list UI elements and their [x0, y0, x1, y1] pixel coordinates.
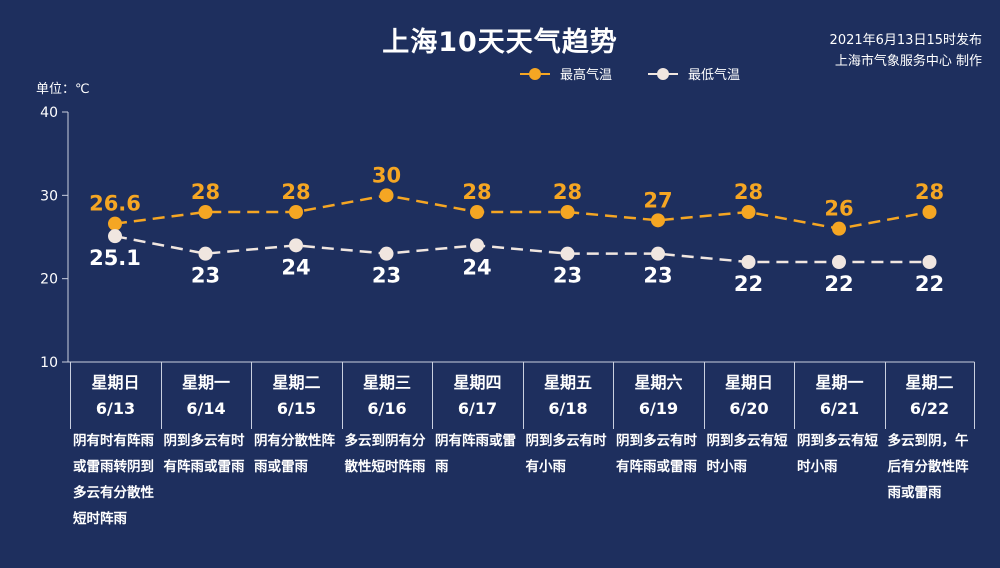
- date-label: 6/14: [186, 399, 226, 418]
- weather-description: 多云到阴有分散性短时阵雨: [344, 433, 426, 475]
- data-label: 30: [372, 163, 401, 187]
- day-header: 星期五 6/18: [522, 362, 613, 429]
- data-point: [198, 205, 213, 219]
- day-header: 星期日 6/20: [703, 362, 794, 429]
- weekday-label: 星期一: [181, 373, 230, 392]
- data-label: 24: [462, 255, 491, 279]
- weekday-label: 星期日: [91, 373, 140, 392]
- data-point: [560, 205, 575, 219]
- data-point: [651, 213, 665, 228]
- series-line-low: [114, 234, 930, 264]
- date-label: 6/13: [95, 399, 136, 418]
- data-label: 23: [372, 264, 401, 288]
- data-point: [741, 255, 756, 269]
- publish-info: 2021年6月13日15时发布 上海市气象服务中心 制作: [830, 30, 982, 72]
- chart-title: 上海10天天气趋势: [382, 27, 618, 58]
- weekday-label: 星期二: [905, 373, 954, 392]
- day-header: 星期日 6/13: [70, 362, 160, 429]
- date-label: 6/21: [819, 399, 860, 418]
- y-tick-label: 30: [40, 188, 58, 204]
- data-label: 28: [281, 180, 310, 204]
- data-point: [832, 221, 846, 236]
- weather-description: 多云到阴，午后有分散性阵雨或雷雨: [887, 433, 969, 501]
- data-label: 25.1: [89, 246, 141, 270]
- data-point: [560, 246, 575, 261]
- legend-item-high: 最高气温: [520, 64, 612, 83]
- data-point: [832, 255, 846, 269]
- date-label: 6/18: [548, 399, 588, 418]
- weather-description: 阴到多云有时有阵雨或雷雨: [616, 433, 697, 475]
- weather-description: 阴到多云有时有阵雨或雷雨: [163, 433, 245, 475]
- data-label: 27: [643, 188, 672, 212]
- data-point: [651, 246, 665, 261]
- y-tick-label: 40: [40, 105, 58, 121]
- weekday-label: 星期二: [272, 373, 321, 392]
- date-label: 6/20: [729, 399, 769, 418]
- legend-marker-high: [520, 67, 550, 80]
- weekday-label: 星期六: [634, 373, 683, 392]
- weather-description: 阴到多云有短时小雨: [706, 433, 788, 475]
- y-tick-label: 10: [40, 355, 58, 371]
- data-point: [289, 238, 303, 253]
- data-label: 22: [915, 272, 944, 296]
- weather-description: 阴到多云有时有小雨: [525, 433, 607, 475]
- day-header: 星期二 6/22: [884, 362, 975, 429]
- weather-description: 阴到多云有短时小雨: [797, 433, 878, 475]
- data-point: [379, 246, 394, 261]
- data-point: [741, 205, 756, 219]
- data-point: [108, 216, 122, 231]
- legend: 最高气温 最低气温: [520, 64, 776, 83]
- data-label: 22: [734, 272, 763, 296]
- data-point: [108, 229, 122, 244]
- legend-label-high: 最高气温: [560, 68, 613, 83]
- weather-description: 阴有时有阵雨或雷雨转阴到多云有分散性短时阵雨: [73, 433, 154, 527]
- data-label: 28: [553, 180, 582, 204]
- data-point: [289, 205, 303, 219]
- date-label: 6/16: [367, 399, 407, 418]
- unit-label: 单位：℃: [36, 82, 90, 97]
- data-label: 28: [462, 180, 491, 204]
- date-label: 6/15: [276, 399, 317, 418]
- day-header: 星期三 6/16: [341, 362, 432, 429]
- date-label: 6/19: [638, 399, 679, 418]
- data-label: 23: [553, 264, 582, 288]
- legend-marker-low: [648, 67, 679, 80]
- data-label: 23: [643, 264, 672, 288]
- weather-description: 阴有阵雨或雷雨: [435, 433, 516, 475]
- data-label: 24: [281, 255, 310, 279]
- day-header: 星期一 6/14: [160, 362, 251, 429]
- day-header: 星期四 6/17: [432, 362, 522, 429]
- data-point: [470, 205, 484, 219]
- day-header: 星期二 6/15: [251, 362, 341, 429]
- legend-label-low: 最低气温: [688, 68, 741, 83]
- weekday-label: 星期五: [543, 373, 592, 392]
- data-label: 23: [191, 264, 220, 288]
- weekday-label: 星期四: [453, 373, 502, 392]
- publisher: 上海市气象服务中心 制作: [834, 54, 982, 69]
- weekday-label: 星期三: [362, 373, 411, 392]
- data-point: [922, 205, 937, 219]
- data-label: 26: [824, 197, 853, 221]
- legend-item-low: 最低气温: [648, 64, 740, 83]
- data-point: [379, 188, 394, 203]
- data-point: [922, 255, 937, 269]
- data-label: 28: [915, 180, 944, 204]
- weather-description: 阴有分散性阵雨或雷雨: [254, 433, 335, 475]
- day-header: 星期一 6/21: [794, 362, 884, 429]
- data-point: [198, 246, 213, 261]
- data-label: 28: [734, 180, 763, 204]
- day-header: 星期六 6/19: [613, 362, 703, 429]
- data-label: 26.6: [89, 192, 141, 216]
- data-label: 22: [824, 272, 853, 296]
- weekday-label: 星期一: [815, 373, 864, 392]
- weekday-label: 星期日: [724, 373, 773, 392]
- publish-time: 2021年6月13日15时发布: [829, 33, 982, 48]
- date-label: 6/17: [457, 399, 498, 418]
- data-point: [470, 238, 484, 253]
- series-line-high: [114, 194, 930, 230]
- date-label: 6/22: [909, 399, 950, 418]
- y-tick-label: 20: [40, 272, 58, 288]
- data-label: 28: [191, 180, 220, 204]
